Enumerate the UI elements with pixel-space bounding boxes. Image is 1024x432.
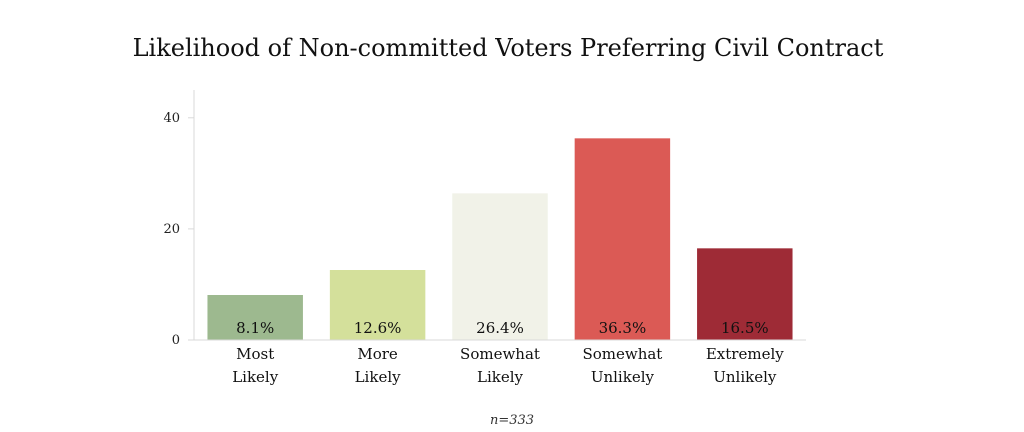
x-category-label: Extremely bbox=[706, 345, 784, 363]
x-category-label: Likely bbox=[355, 368, 402, 386]
bar bbox=[452, 193, 548, 340]
x-category-label: Unlikely bbox=[591, 368, 655, 386]
bar bbox=[207, 295, 303, 340]
x-axis: Most Likely More Likely Somewhat Likely Somewh… bbox=[194, 339, 806, 386]
x-category-label: Somewhat bbox=[582, 345, 662, 363]
bar-value-label: 26.4% bbox=[476, 319, 524, 337]
x-category-label: Most bbox=[236, 345, 274, 363]
y-tick-label: 40 bbox=[163, 111, 180, 126]
y-axis: 0 20 40 bbox=[163, 90, 195, 348]
bar bbox=[697, 248, 793, 340]
x-category-label: More bbox=[357, 345, 398, 363]
x-category-label: Likely bbox=[232, 368, 279, 386]
bar-value-label: 12.6% bbox=[354, 319, 402, 337]
x-category-label: Likely bbox=[477, 368, 524, 386]
y-tick-label: 0 bbox=[172, 333, 180, 348]
sample-size-note: n=333 bbox=[490, 413, 534, 428]
bar-value-label: 8.1% bbox=[236, 319, 274, 337]
bar-value-label: 16.5% bbox=[721, 319, 769, 337]
x-category-label: Somewhat bbox=[460, 345, 540, 363]
bar bbox=[574, 138, 671, 340]
bar bbox=[329, 270, 426, 340]
bar-value-label: 36.3% bbox=[599, 319, 647, 337]
y-tick-label: 20 bbox=[163, 222, 180, 237]
x-category-label: Unlikely bbox=[713, 368, 777, 386]
bars: 8.1% 12.6% 26.4% 36.3% 16.5% bbox=[207, 138, 793, 340]
chart-title: Likelihood of Non-committed Voters Prefe… bbox=[133, 34, 884, 62]
